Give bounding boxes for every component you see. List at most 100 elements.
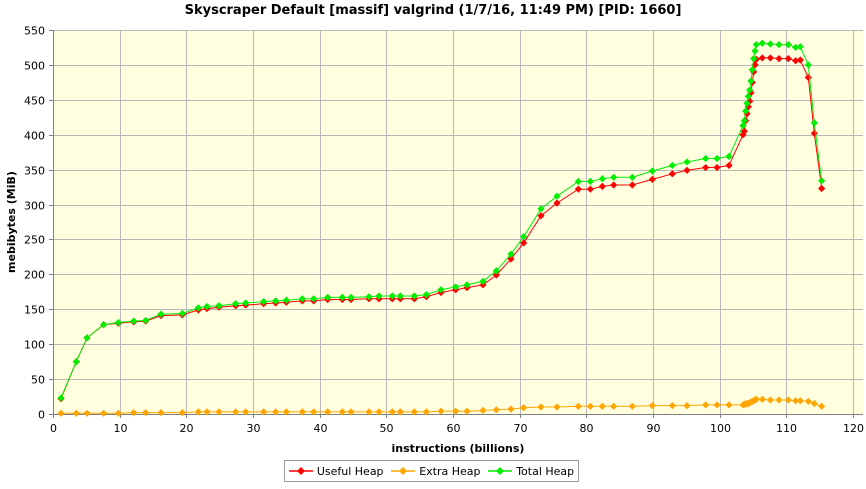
data-point <box>775 55 783 63</box>
data-point <box>338 293 346 302</box>
data-point <box>713 163 721 172</box>
x-tick-label: 60 <box>447 422 461 435</box>
data-point <box>520 404 528 412</box>
data-point <box>586 177 594 186</box>
data-point <box>553 192 561 200</box>
data-point <box>553 403 561 411</box>
data-point <box>775 41 783 49</box>
data-point <box>324 408 332 416</box>
data-point <box>537 205 545 213</box>
data-point <box>610 402 618 410</box>
data-point <box>396 292 404 300</box>
data-point <box>648 402 656 410</box>
data-point <box>520 233 528 241</box>
data-point <box>792 397 800 405</box>
x-tick-label: 40 <box>314 422 328 435</box>
series <box>57 39 826 417</box>
legend: Useful Heap Extra Heap Total Heap <box>284 460 579 482</box>
data-point <box>744 92 752 100</box>
grid <box>53 30 863 414</box>
data-point <box>758 395 766 403</box>
data-point <box>746 97 754 105</box>
data-point <box>598 182 606 190</box>
x-tick-label: 50 <box>380 422 394 435</box>
data-point <box>668 170 676 178</box>
data-point <box>410 292 418 300</box>
data-point <box>766 54 774 62</box>
data-point <box>610 173 618 181</box>
data-point <box>507 405 515 413</box>
data-point <box>388 292 396 300</box>
x-tick-label: 10 <box>114 422 128 435</box>
data-point <box>574 185 582 193</box>
data-point <box>463 407 471 415</box>
data-point <box>365 408 373 416</box>
legend-marker <box>296 467 305 475</box>
data-point <box>272 408 280 416</box>
data-point <box>740 117 748 125</box>
data-point <box>83 409 91 417</box>
data-point <box>178 409 186 417</box>
data-point <box>574 177 582 186</box>
data-point <box>194 408 202 416</box>
data-point <box>100 321 108 329</box>
data-point <box>260 297 268 306</box>
x-tick-label: 110 <box>776 422 797 435</box>
y-tick-label: 100 <box>24 339 45 352</box>
y-tick-label: 400 <box>24 130 45 143</box>
data-point <box>804 73 812 82</box>
data-point <box>775 396 783 404</box>
data-point <box>740 127 748 135</box>
data-point <box>422 408 430 416</box>
data-point <box>130 409 138 417</box>
data-point <box>298 408 306 416</box>
data-point <box>72 358 80 366</box>
data-point <box>157 409 165 417</box>
data-point <box>628 173 636 181</box>
data-point <box>784 41 792 49</box>
data-point <box>725 401 733 409</box>
data-point <box>747 77 755 85</box>
data-point <box>810 119 818 127</box>
data-point <box>463 281 471 289</box>
data-point <box>784 396 792 404</box>
data-point <box>57 409 65 417</box>
data-point <box>492 271 500 279</box>
chart-title: Skyscraper Default [massif] valgrind (1/… <box>184 3 682 18</box>
y-tick-label: 350 <box>24 165 45 178</box>
data-point <box>818 177 826 185</box>
data-point <box>492 406 500 414</box>
data-point <box>203 302 211 311</box>
data-point <box>752 395 760 403</box>
data-point <box>648 167 656 175</box>
data-point <box>507 250 515 258</box>
y-tick-label: 300 <box>24 200 45 213</box>
x-tick-label: 90 <box>647 422 661 435</box>
data-point <box>750 55 758 63</box>
data-point <box>702 163 710 172</box>
x-tick-label: 120 <box>843 422 864 435</box>
data-point <box>784 55 792 63</box>
y-tick-label: 150 <box>24 304 45 317</box>
data-point <box>766 396 774 404</box>
data-point <box>215 302 223 310</box>
data-point <box>598 402 606 410</box>
data-point <box>157 310 165 318</box>
data-point <box>452 407 460 415</box>
data-point <box>742 107 750 115</box>
legend-marker <box>399 467 408 475</box>
data-point <box>751 47 759 55</box>
data-point <box>553 199 561 207</box>
data-point <box>282 296 290 304</box>
y-tick-label: 250 <box>24 234 45 247</box>
data-point <box>437 286 445 294</box>
x-tick-label: 20 <box>180 422 194 435</box>
data-point <box>725 161 733 170</box>
legend-swatch <box>288 467 313 475</box>
data-point <box>142 316 150 325</box>
data-point <box>810 399 818 408</box>
data-point <box>375 408 383 416</box>
data-point <box>260 408 268 416</box>
data-point <box>375 292 383 300</box>
x-tick-label: 100 <box>710 422 731 435</box>
